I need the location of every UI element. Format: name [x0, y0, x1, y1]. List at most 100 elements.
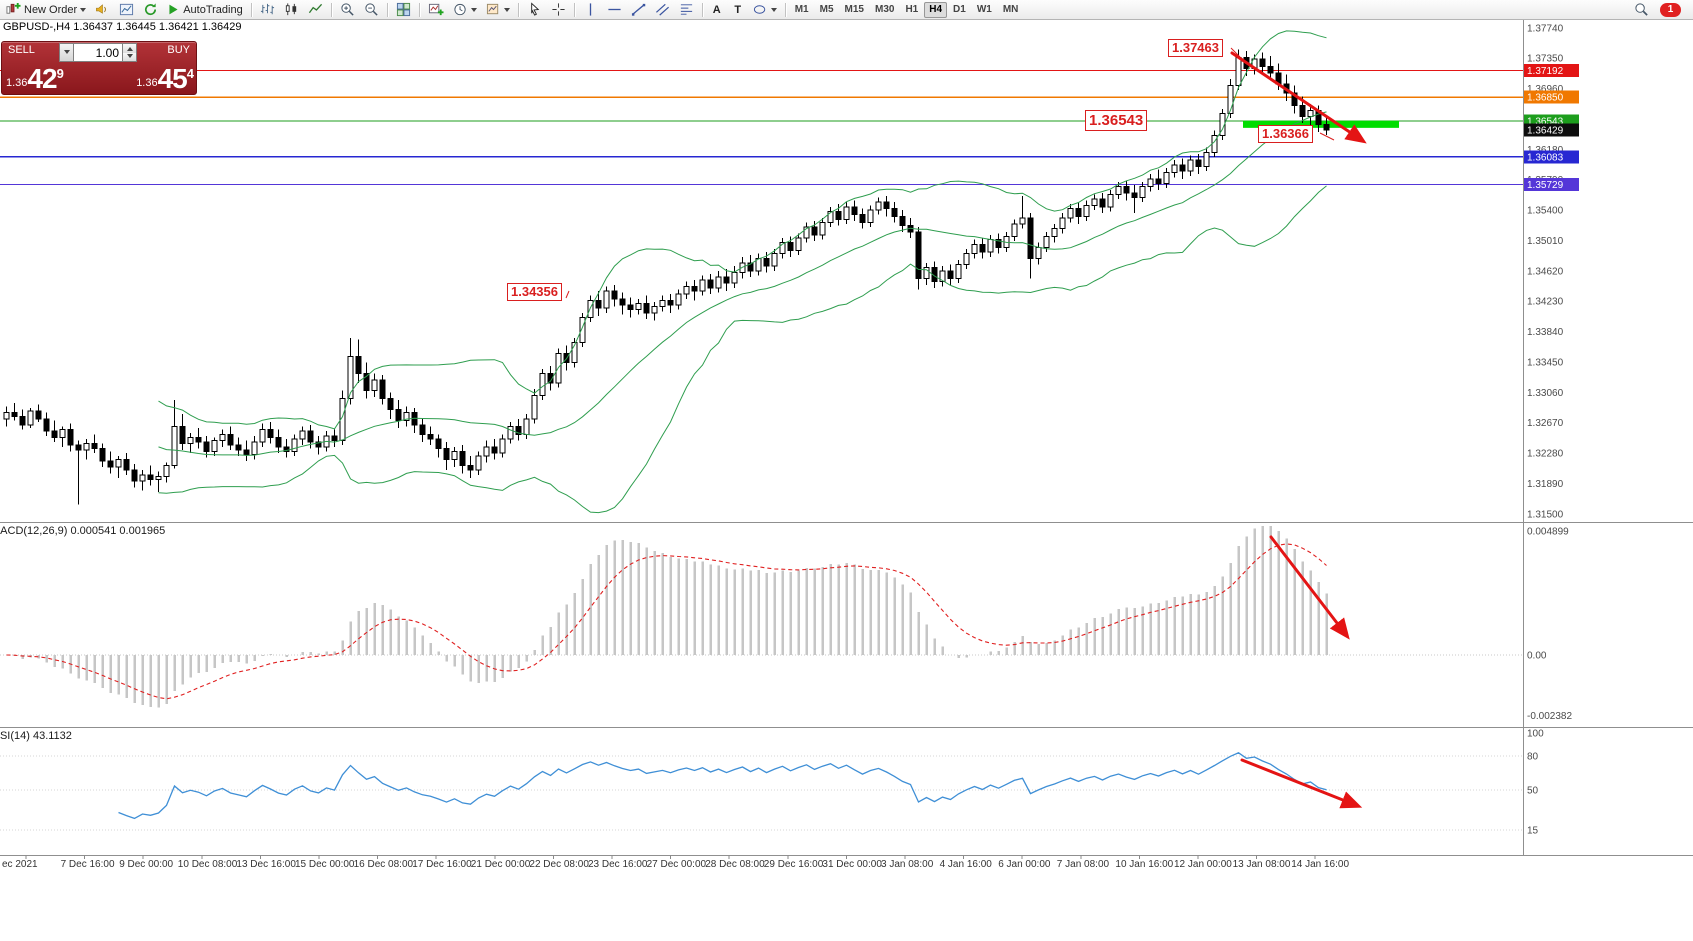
price-badge: 1.36083 [1524, 150, 1579, 164]
red-arrow[interactable] [1269, 535, 1350, 640]
autotrading-button[interactable]: AutoTrading [163, 1, 247, 18]
timeframe-m30[interactable]: M30 [870, 2, 899, 18]
toolbar-separator [784, 2, 786, 17]
svg-text:1.36960: 1.36960 [1527, 84, 1564, 95]
timeframe-h1[interactable]: H1 [900, 2, 923, 18]
fibonacci-icon [680, 4, 692, 15]
candle-chart-button[interactable] [280, 1, 303, 18]
svg-text:10 Dec 08:00: 10 Dec 08:00 [178, 859, 238, 870]
search-button[interactable] [1630, 1, 1653, 18]
toolbar-separator [330, 2, 332, 17]
lot-size-input[interactable] [74, 43, 123, 62]
svg-text:15 Dec 00:00: 15 Dec 00:00 [295, 859, 355, 870]
chevron-down-icon [126, 54, 133, 61]
lot-decrease-button[interactable] [123, 52, 136, 61]
zoom-in-button[interactable] [336, 1, 359, 18]
trendline-icon [631, 3, 645, 16]
new-order-button[interactable]: New Order [2, 1, 90, 18]
tile-windows-button[interactable] [392, 1, 415, 18]
zoom-out-icon [365, 3, 378, 16]
svg-text:7 Dec 16:00: 7 Dec 16:00 [61, 859, 115, 870]
chevron-down-icon [80, 8, 87, 15]
macd-indicator-label: MACD(12,26,9) 0.000541 0.001965 [0, 525, 166, 537]
svg-text:80: 80 [1527, 751, 1539, 762]
panel-frames [0, 19, 1693, 856]
timeframe-h4[interactable]: H4 [924, 1, 948, 18]
toolbar-separator [517, 2, 519, 17]
text-tool-icon: A [712, 3, 721, 16]
svg-text:1.35010: 1.35010 [1527, 236, 1564, 247]
alerts-button[interactable] [91, 1, 114, 18]
profiles-button[interactable] [115, 1, 138, 18]
rsi-panel: 100 80 50 15 [0, 729, 1544, 836]
indicators-button[interactable] [424, 1, 448, 18]
bar-chart-icon [260, 3, 274, 15]
timeframe-group: M1 M5 M15 M30 H1 H4 D1 W1 MN [790, 1, 1024, 18]
bollinger-bands [158, 30, 1327, 514]
sell-price-point: 9 [56, 66, 64, 81]
crosshair-tool-button[interactable] [547, 1, 570, 18]
sell-label: SELL [8, 44, 35, 56]
price-callout[interactable]: 1.36366 [1258, 125, 1313, 143]
line-chart-button[interactable] [304, 1, 327, 18]
zoom-out-button[interactable] [360, 1, 383, 18]
timeframe-m15[interactable]: M15 [840, 2, 869, 18]
toolbar-separator [250, 2, 252, 17]
red-arrow[interactable] [1240, 758, 1363, 809]
template-button[interactable] [482, 1, 514, 18]
svg-text:7 Jan 08:00: 7 Jan 08:00 [1057, 859, 1110, 870]
time-axis: ec 2021 7 Dec 16:00 9 Dec 00:00 10 Dec 08:0… [2, 855, 1349, 870]
timeframe-mn[interactable]: MN [998, 2, 1024, 18]
svg-text:1.35400: 1.35400 [1527, 206, 1564, 217]
chevron-down-icon [470, 8, 477, 15]
trend-arrows [1230, 51, 1367, 809]
vertical-line-tool-button[interactable] [579, 1, 602, 18]
channel-icon [655, 3, 669, 16]
buy-price: 1.36 45 4 [136, 65, 194, 93]
period-button[interactable] [449, 1, 481, 18]
lot-increase-button[interactable] [123, 44, 136, 53]
svg-text:13 Jan 08:00: 13 Jan 08:00 [1233, 859, 1291, 870]
horn-icon [96, 4, 107, 14]
svg-text:50: 50 [1527, 786, 1539, 797]
svg-text:4 Jan 16:00: 4 Jan 16:00 [940, 859, 993, 870]
shapes-tool-button[interactable] [749, 1, 781, 18]
timeframe-m5[interactable]: M5 [815, 2, 839, 18]
timeframe-m1[interactable]: M1 [790, 2, 814, 18]
price-callout[interactable]: 1.36543 [1085, 110, 1148, 131]
svg-text:29 Dec 16:00: 29 Dec 16:00 [764, 859, 824, 870]
sell-button[interactable]: SELL 1.36 42 9 [1, 41, 93, 95]
channel-tool-button[interactable] [651, 1, 674, 18]
label-tool-button[interactable]: T [728, 1, 748, 18]
price-badge: 1.37192 [1524, 63, 1579, 77]
fibonacci-tool-button[interactable] [675, 1, 698, 18]
buy-price-point: 4 [186, 66, 194, 81]
svg-text:9 Dec 00:00: 9 Dec 00:00 [119, 859, 173, 870]
price-callout[interactable]: 1.34356 [507, 283, 562, 301]
svg-text:1.31890: 1.31890 [1527, 479, 1564, 490]
svg-text:17 Dec 16:00: 17 Dec 16:00 [412, 859, 472, 870]
timeframe-d1[interactable]: D1 [948, 2, 971, 18]
text-tool-button[interactable]: A [707, 1, 727, 18]
svg-text:16 Dec 08:00: 16 Dec 08:00 [354, 859, 414, 870]
svg-text:1.33450: 1.33450 [1527, 357, 1564, 368]
vertical-line-icon [589, 3, 591, 16]
svg-text:22 Dec 08:00: 22 Dec 08:00 [529, 859, 589, 870]
notification-badge[interactable]: 1 [1660, 2, 1681, 17]
price-callout[interactable]: 1.37463 [1168, 39, 1223, 57]
toolbar-right-group: 1 [1630, 1, 1691, 18]
refresh-button[interactable] [139, 1, 162, 18]
timeframe-w1[interactable]: W1 [972, 2, 997, 18]
red-arrow[interactable] [1230, 51, 1367, 144]
buy-button[interactable]: BUY 1.36 45 4 [105, 41, 197, 95]
svg-text:1.36429: 1.36429 [1527, 125, 1564, 136]
price-badges: 1.37192 1.36850 1.36543 1.36083 1.35729 1.364… [1524, 63, 1579, 191]
trendline-tool-button[interactable] [627, 1, 650, 18]
horizontal-line-tool-button[interactable] [603, 1, 626, 18]
bar-chart-button[interactable] [256, 1, 279, 18]
price-axis: 1.377401.373501.369601.365701.361801.357… [1527, 23, 1564, 520]
lot-size-control [59, 43, 137, 62]
lot-preset-dropdown[interactable] [59, 43, 74, 62]
cursor-tool-button[interactable] [523, 1, 546, 18]
